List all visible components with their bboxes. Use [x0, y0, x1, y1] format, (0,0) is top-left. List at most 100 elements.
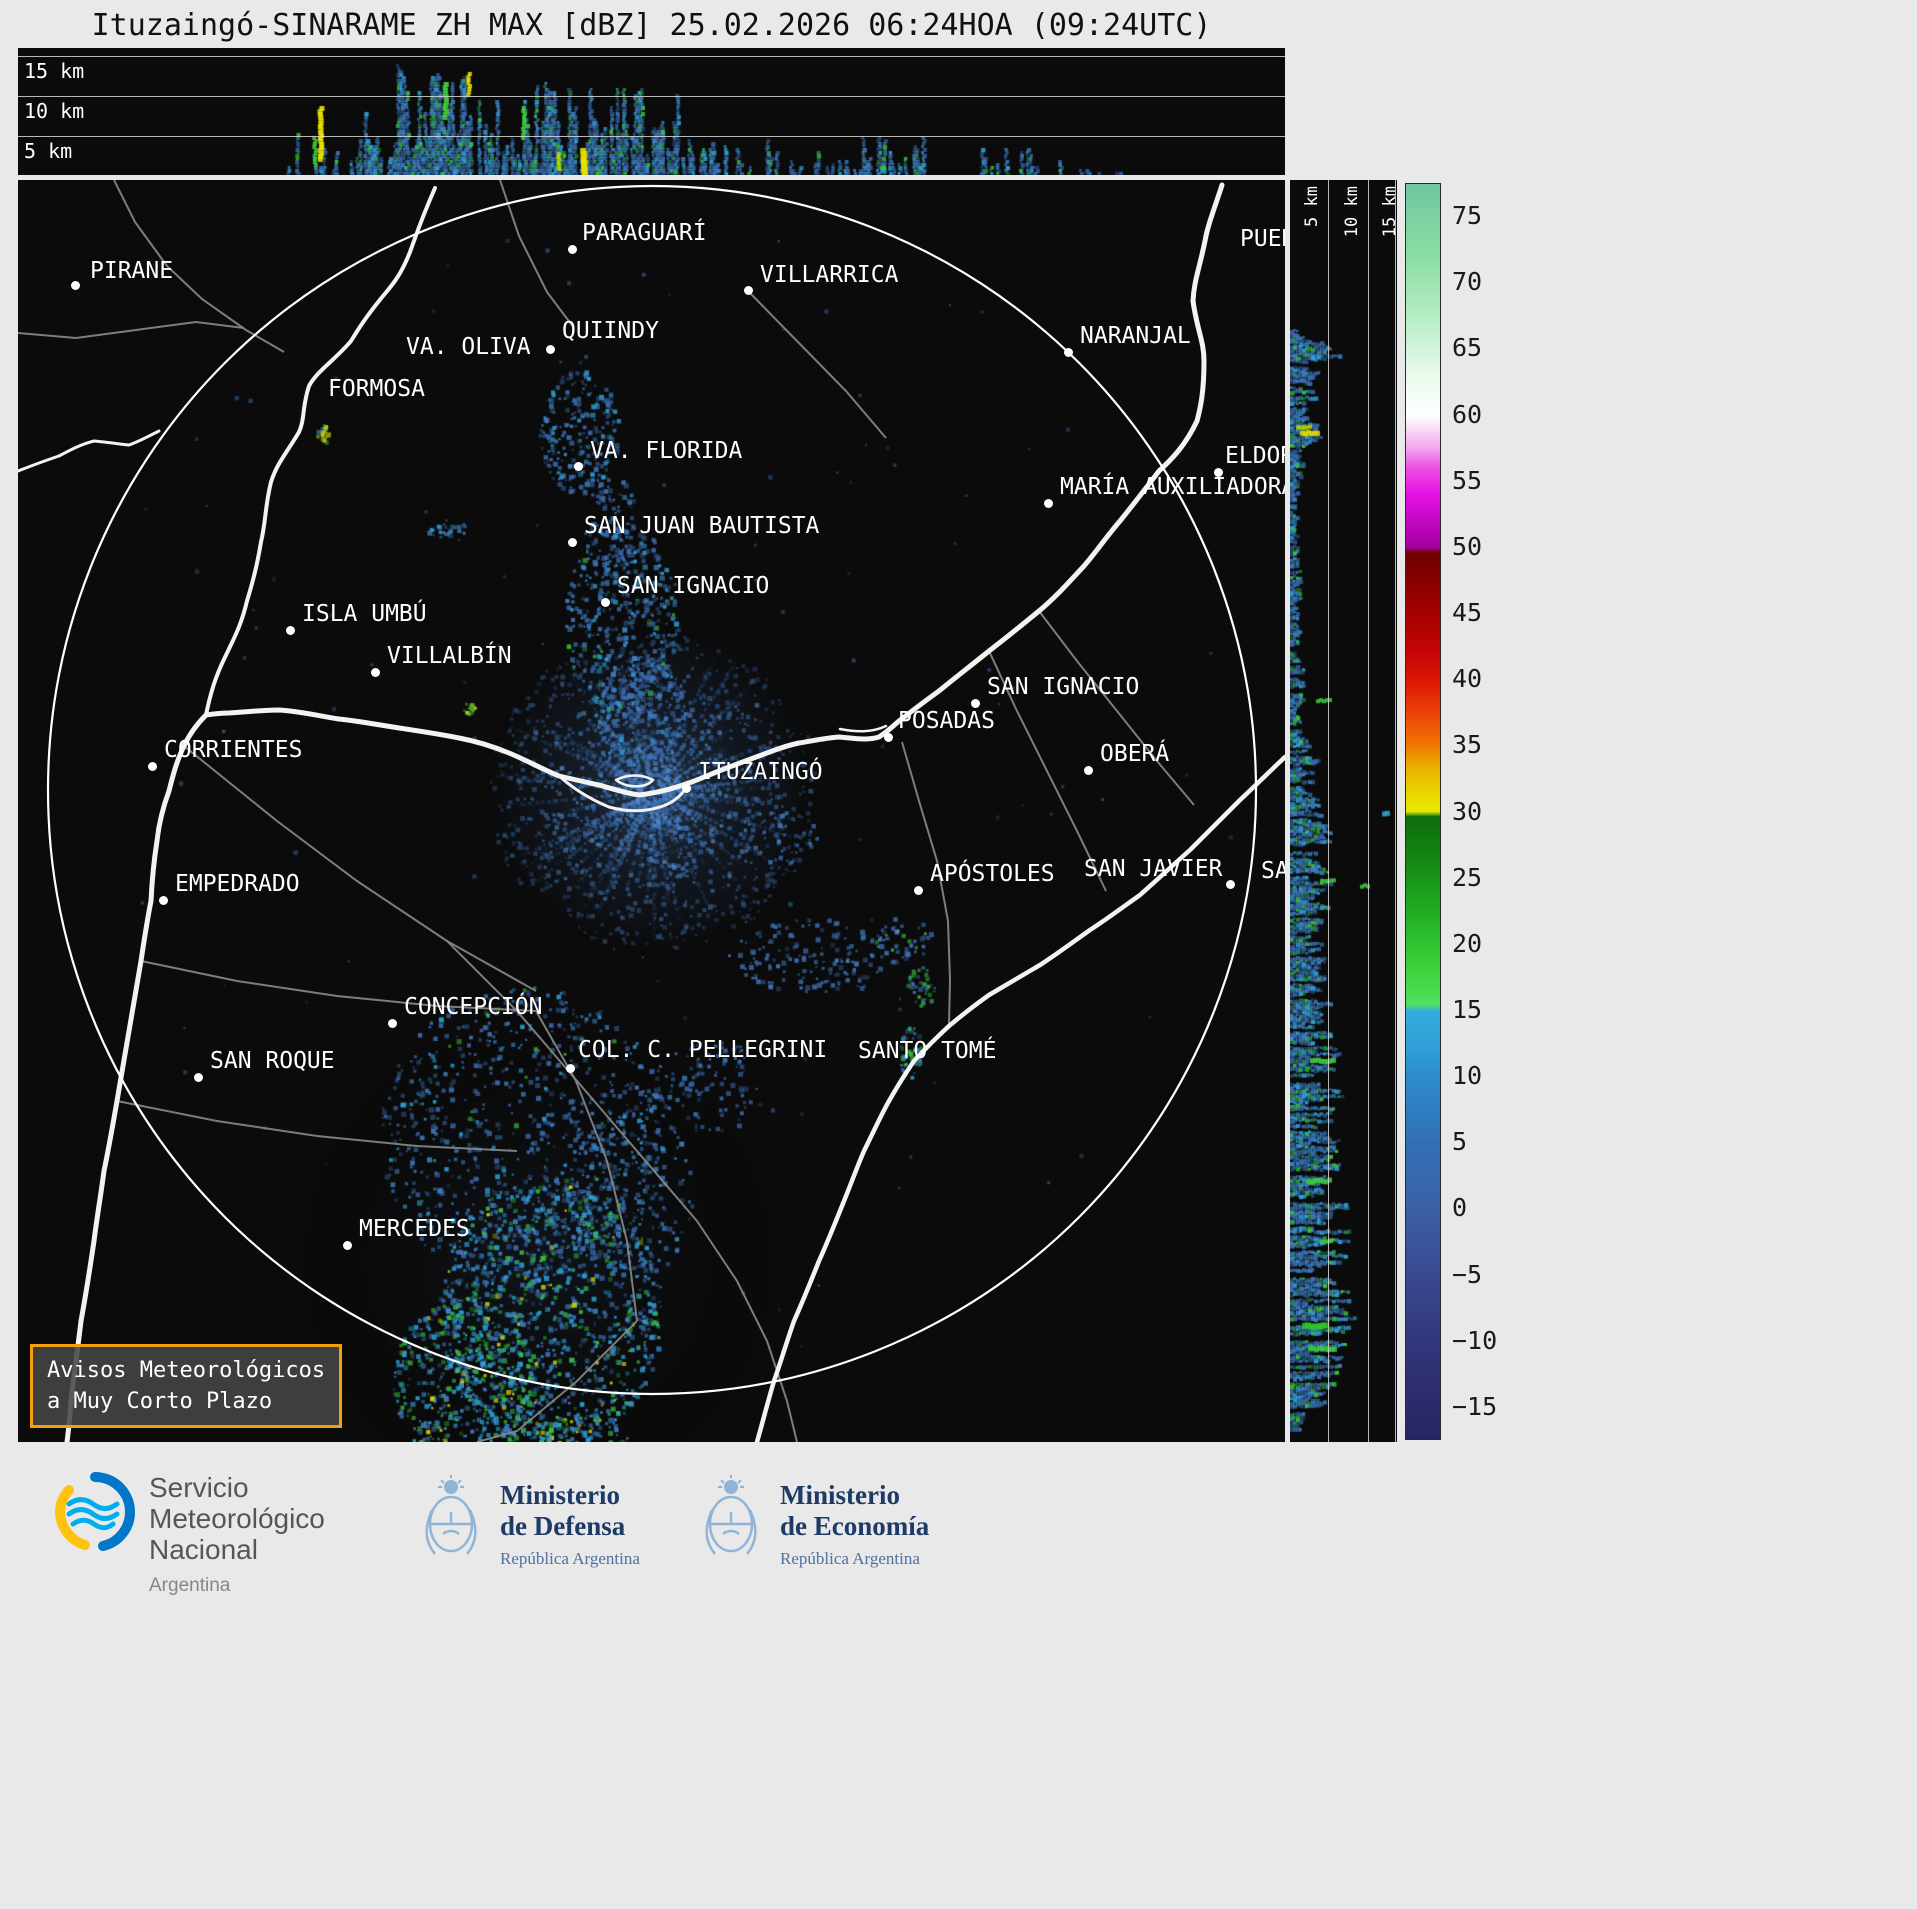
warning-overlay-box: Avisos Meteorológicos a Muy Corto Plazo: [30, 1344, 343, 1428]
altitude-line-10km-v: [1368, 180, 1369, 1442]
altitude-label-15km-v: 15 km: [1380, 186, 1397, 238]
coat-of-arms-icon: [425, 1475, 477, 1555]
admin-border-line: [183, 745, 537, 992]
city-label: SAN ROQUE: [210, 1048, 335, 1074]
ministry-defensa-block: Ministerio de Defensa República Argentin…: [418, 1472, 640, 1569]
right-cross-section-panel: 5 km 10 km 15 km: [1290, 180, 1397, 1442]
river-line: [754, 754, 1285, 1442]
city-marker-dot: [601, 598, 610, 607]
admin-border-line: [116, 1100, 518, 1152]
altitude-label-10km-v: 10 km: [1342, 186, 1362, 238]
city-marker-dot: [566, 1064, 575, 1073]
colorbar-tick-label: 70: [1452, 267, 1483, 297]
ministry-economia-text: Ministerio de Economía República Argenti…: [780, 1472, 929, 1569]
colorbar-tick-label: −5: [1452, 1259, 1483, 1289]
map-geography-layer: [18, 180, 1285, 1442]
city-marker-dot: [1064, 348, 1073, 357]
defensa-line1: Ministerio: [500, 1480, 620, 1510]
city-marker-dot: [343, 1241, 352, 1250]
ministry-economia-block: Ministerio de Economía República Argenti…: [698, 1472, 929, 1569]
admin-border-line: [535, 1010, 638, 1322]
river-line: [18, 429, 161, 473]
city-label: SAN IGNACIO: [987, 674, 1140, 700]
admin-border-line: [18, 320, 245, 340]
city-marker-dot: [371, 668, 380, 677]
colorbar-tick-label: 50: [1452, 531, 1483, 561]
city-marker-dot: [1084, 766, 1093, 775]
city-label: SAN JUAN BAUTISTA: [584, 513, 820, 539]
admin-border-line: [499, 180, 575, 329]
colorbar-tick-label: 45: [1452, 598, 1483, 628]
colorbar-tick-label: 60: [1452, 399, 1483, 429]
colorbar-tick-label: 0: [1452, 1193, 1468, 1223]
city-marker-dot: [884, 733, 893, 742]
river-line: [64, 182, 1225, 1442]
colorbar-tick-label: 65: [1452, 333, 1483, 363]
altitude-line-5km: [18, 136, 1285, 137]
economia-line1: Ministerio: [780, 1480, 900, 1510]
city-label: MERCEDES: [359, 1216, 470, 1242]
city-label: SAN PEDRO: [1261, 858, 1285, 884]
admin-border-line: [988, 650, 1107, 892]
city-label: ISLA UMBÚ: [302, 601, 427, 627]
admin-border-line: [140, 960, 537, 1012]
city-marker-dot: [194, 1073, 203, 1082]
city-label: SAN JAVIER: [1084, 856, 1223, 882]
city-label: VILLARRICA: [760, 262, 899, 288]
economia-sub: República Argentina: [780, 1549, 920, 1568]
warning-line-1: Avisos Meteorológicos: [47, 1358, 326, 1383]
city-marker-dot: [568, 538, 577, 547]
coat-of-arms-icon: [705, 1475, 757, 1555]
radar-map-panel: PIRANE PARAGUARÍ VILLARRICA QUIINDY VA. OLIV…: [18, 180, 1285, 1442]
dbz-colorbar: [1405, 183, 1441, 1440]
radar-range-ring: [46, 184, 1258, 1396]
city-label: COL. C. PELLEGRINI: [578, 1037, 828, 1063]
colorbar-tick-label: 35: [1452, 730, 1483, 760]
admin-border-line: [476, 1320, 638, 1442]
colorbar-tick-label: 55: [1452, 465, 1483, 495]
city-marker-dot: [286, 626, 295, 635]
city-label: MARÍA AUXILIADORA: [1060, 474, 1285, 500]
city-marker-dot: [914, 886, 923, 895]
city-label: APÓSTOLES: [930, 861, 1055, 887]
economia-line2: de Economía: [780, 1511, 930, 1541]
city-marker-dot: [71, 281, 80, 290]
city-label: EMPEDRADO: [175, 871, 300, 897]
city-marker-dot: [1044, 499, 1053, 508]
colorbar-tick-label: 75: [1452, 201, 1483, 231]
river-line: [557, 774, 691, 813]
defensa-sub: República Argentina: [500, 1549, 640, 1568]
city-marker-dot: [682, 784, 691, 793]
smn-logo-icon: [55, 1472, 135, 1551]
colorbar-tick-label: 5: [1452, 1127, 1468, 1157]
altitude-label-15km: 15 km: [24, 59, 85, 83]
city-label: SANTO TOMÉ: [858, 1038, 997, 1064]
colorbar-tick-label: 25: [1452, 862, 1483, 892]
city-marker-dot: [388, 1019, 397, 1028]
city-marker-dot: [546, 345, 555, 354]
city-marker-dot: [148, 762, 157, 771]
radar-echoes-layer: [18, 180, 1285, 1442]
smn-name-line3: Nacional: [149, 1534, 258, 1565]
admin-border-line: [748, 291, 887, 439]
city-label: ELDORADO: [1225, 443, 1285, 469]
city-label: POSADAS: [898, 708, 995, 734]
colorbar-tick-label: 15: [1452, 994, 1483, 1024]
altitude-line-15km: [18, 56, 1285, 57]
city-marker-dot: [971, 699, 980, 708]
altitude-label-5km-v: 5 km: [1302, 186, 1322, 227]
smn-logo-block: Servicio Meteorológico Nacional Argentin…: [55, 1472, 325, 1601]
colorbar-tick-label: 20: [1452, 928, 1483, 958]
right-cross-section-echoes: [1290, 180, 1397, 1442]
city-label: PIRANE: [90, 258, 174, 284]
river-line: [614, 774, 655, 788]
city-marker-dot: [568, 245, 577, 254]
city-label: CONCEPCIÓN: [404, 994, 543, 1020]
admin-border-line: [696, 1220, 798, 1442]
altitude-line-10km: [18, 96, 1285, 97]
city-label: VILLALBÍN: [387, 643, 512, 669]
city-label: CORRIENTES: [164, 737, 303, 763]
city-marker-dot: [574, 462, 583, 471]
city-label: PUERTO IGUAZÚ: [1240, 226, 1285, 252]
